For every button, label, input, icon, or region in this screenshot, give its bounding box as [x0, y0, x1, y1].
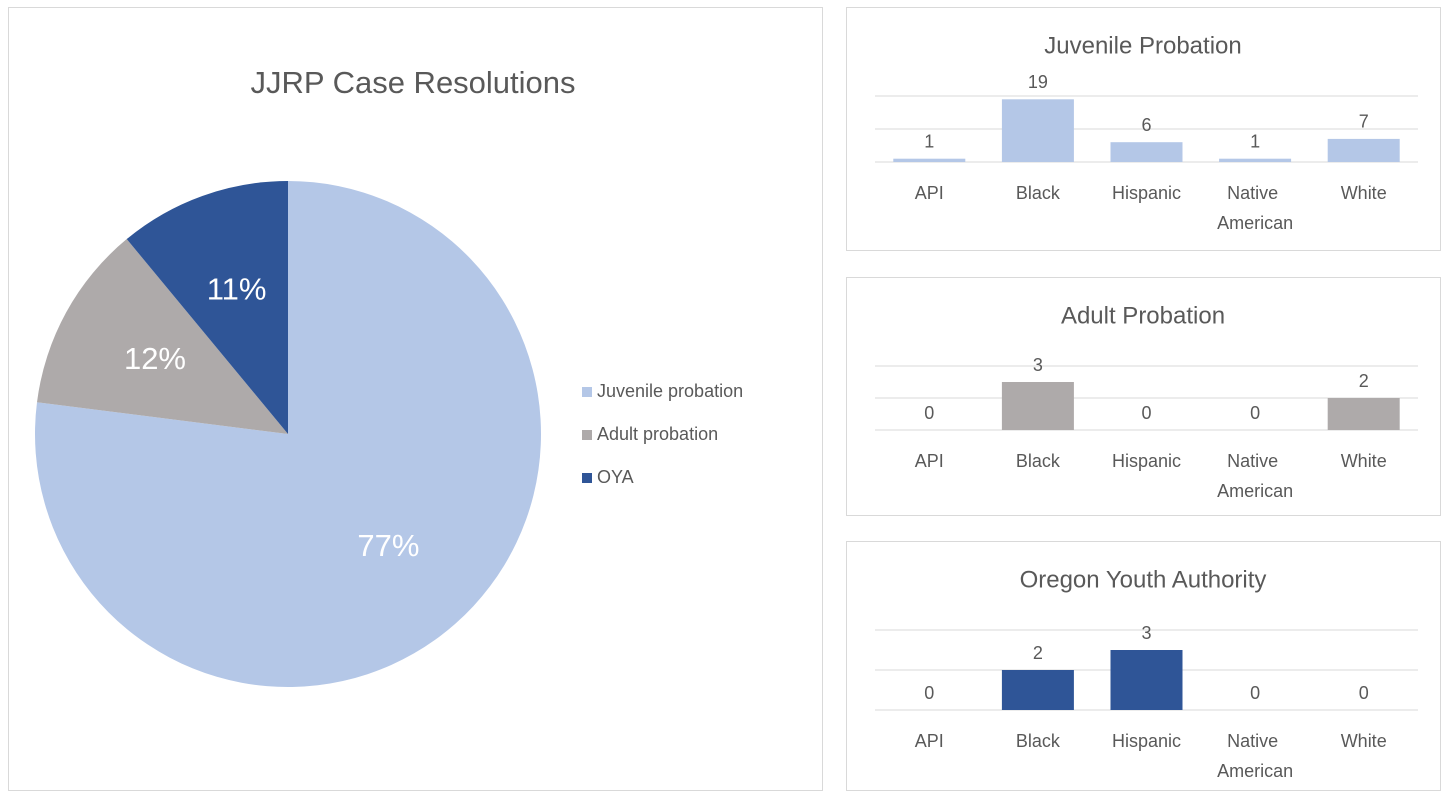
- x-tick-label: API: [915, 183, 944, 203]
- x-tick-label: API: [915, 731, 944, 751]
- legend-label: Juvenile probation: [597, 381, 743, 401]
- x-tick-label: White: [1341, 731, 1387, 751]
- data-label: 6: [1141, 115, 1151, 135]
- bar: [1327, 138, 1400, 162]
- data-label: 0: [924, 683, 934, 703]
- x-tick-label: API: [915, 451, 944, 471]
- chart-title: JJRP Case Resolutions: [250, 65, 575, 100]
- bar: [893, 158, 966, 162]
- pie-slice: [126, 181, 289, 434]
- legend-label: OYA: [597, 467, 634, 487]
- data-label: 19: [1028, 72, 1048, 92]
- x-tick-label: Hispanic: [1112, 451, 1181, 471]
- chart-title: Juvenile Probation: [1044, 32, 1241, 59]
- x-tick-label: White: [1341, 183, 1387, 203]
- x-tick-label: Hispanic: [1112, 731, 1181, 751]
- pie-slice: [36, 239, 288, 434]
- x-tick-label: Black: [1016, 731, 1061, 751]
- data-label: 11%: [207, 271, 267, 306]
- legend-swatch: [582, 473, 592, 483]
- data-label: 0: [1141, 403, 1151, 423]
- data-label: 3: [1141, 623, 1151, 643]
- data-label: 0: [1359, 683, 1369, 703]
- legend-swatch: [582, 387, 592, 397]
- bar: [1001, 99, 1074, 162]
- data-label: 2: [1359, 371, 1369, 391]
- x-tick-label: Black: [1016, 183, 1061, 203]
- bar: [1001, 382, 1074, 430]
- bar: [1001, 670, 1074, 710]
- data-label: 77%: [357, 528, 419, 563]
- x-tick-label: Native American: [1217, 183, 1293, 233]
- x-tick-label: Native American: [1217, 731, 1293, 781]
- chart-title: Oregon Youth Authority: [1020, 566, 1267, 593]
- bar: [1110, 650, 1183, 710]
- data-label: 12%: [124, 341, 186, 376]
- data-label: 1: [924, 131, 934, 151]
- bar: [1219, 158, 1292, 162]
- data-label: 0: [1250, 403, 1260, 423]
- x-tick-label: Black: [1016, 451, 1061, 471]
- data-label: 0: [1250, 683, 1260, 703]
- panel: [846, 277, 1441, 516]
- x-tick-label: Hispanic: [1112, 183, 1181, 203]
- legend-swatch: [582, 430, 592, 440]
- data-label: 3: [1033, 355, 1043, 375]
- data-label: 1: [1250, 131, 1260, 151]
- x-tick-label: Native American: [1217, 451, 1293, 501]
- bar: [1327, 398, 1400, 430]
- data-label: 7: [1359, 112, 1369, 132]
- chart-title: Adult Probation: [1061, 302, 1225, 329]
- x-tick-label: White: [1341, 451, 1387, 471]
- bar: [1110, 142, 1183, 162]
- data-label: 2: [1033, 643, 1043, 663]
- legend-label: Adult probation: [597, 424, 718, 444]
- data-label: 0: [924, 403, 934, 423]
